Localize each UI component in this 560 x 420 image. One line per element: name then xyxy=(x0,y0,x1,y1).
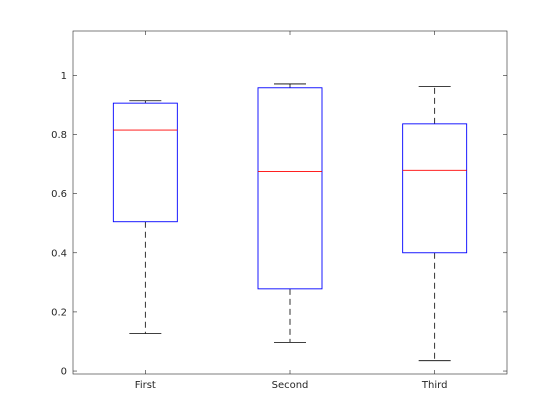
box-rect xyxy=(402,123,468,254)
x-tick-label: First xyxy=(135,380,156,391)
y-axis: 0 0.2 0.4 0.6 0.8 1 xyxy=(51,71,507,378)
x-tick-label: Second xyxy=(272,380,309,391)
box-rect xyxy=(257,87,323,290)
y-tick-label: 0.4 xyxy=(51,248,67,259)
box-rect xyxy=(112,102,178,223)
y-tick-label: 0 xyxy=(61,367,67,378)
box-first xyxy=(112,100,178,334)
y-tick-label: 0.8 xyxy=(51,130,67,141)
x-axis: First Second Third xyxy=(135,31,448,391)
boxes-group xyxy=(112,83,468,362)
y-tick-label: 0.6 xyxy=(51,189,67,200)
box-second xyxy=(257,83,323,343)
x-tick-label: Third xyxy=(421,380,448,391)
y-tick-label: 0.2 xyxy=(51,307,67,318)
y-tick-label: 1 xyxy=(61,71,67,82)
box-third xyxy=(402,86,468,362)
